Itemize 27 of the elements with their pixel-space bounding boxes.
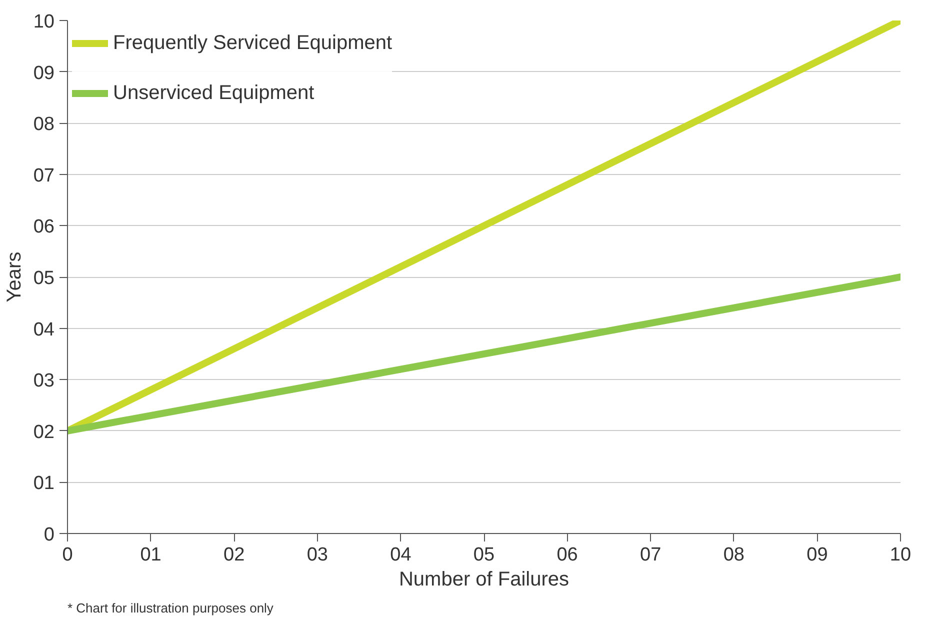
y-tick-label: 06	[33, 216, 55, 238]
x-tick-label: 10	[890, 544, 912, 566]
y-tick-label: 04	[33, 319, 55, 340]
y-tick-label: 0	[44, 524, 55, 546]
x-tick-label: 01	[140, 544, 162, 566]
y-tick-label: 02	[33, 422, 55, 443]
y-tick-label: 03	[33, 370, 55, 392]
x-tick-label: 03	[306, 544, 328, 566]
y-tick-label: 10	[33, 12, 55, 32]
x-tick-label: 0	[62, 544, 73, 566]
y-tick-label: 07	[33, 165, 55, 186]
y-tick-label: 08	[33, 114, 55, 136]
x-tick-label: 07	[640, 544, 662, 566]
text: * Chart for illustration purposes only	[68, 600, 274, 616]
x-tick-label: 04	[390, 544, 412, 566]
x-tick-label: 09	[806, 544, 828, 566]
x-tick-label: 06	[556, 544, 578, 566]
x-tick-label: 08	[723, 544, 744, 566]
y-tick-label: 09	[33, 62, 55, 84]
y-tick-label: 01	[33, 473, 55, 494]
x-axis-title: Number of Failures	[398, 568, 570, 590]
x-tick-label: 05	[473, 544, 495, 566]
legend-label: Unserviced Equipment	[113, 82, 314, 104]
legend-label: Frequently Serviced Equipment	[113, 32, 392, 54]
y-tick-label: 05	[33, 268, 55, 289]
x-tick-label: 02	[224, 544, 245, 566]
y-axis-title: Years	[3, 252, 26, 302]
